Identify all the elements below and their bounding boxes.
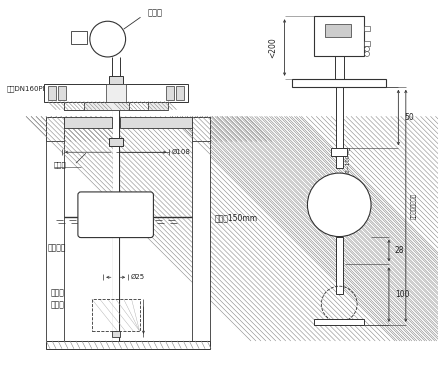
Bar — [128, 101, 148, 110]
Bar — [64, 101, 168, 110]
Bar — [335, 156, 342, 168]
Text: Ø108: Ø108 — [171, 149, 190, 155]
Text: Ø25: Ø25 — [130, 274, 145, 280]
Text: 142: 142 — [336, 197, 350, 209]
Bar — [64, 116, 111, 128]
Bar — [120, 116, 192, 128]
Bar — [92, 299, 139, 331]
Bar — [291, 79, 385, 87]
Bar — [363, 41, 369, 46]
Bar — [46, 341, 209, 349]
Bar — [192, 116, 209, 341]
Text: <200: <200 — [268, 37, 276, 58]
Circle shape — [90, 21, 125, 57]
Bar — [331, 148, 346, 156]
Circle shape — [364, 51, 369, 57]
Circle shape — [364, 47, 369, 51]
Bar — [46, 116, 64, 141]
Text: 28: 28 — [394, 246, 403, 255]
Text: 盲区（150mm: 盲区（150mm — [215, 213, 258, 222]
Bar — [166, 86, 174, 100]
Text: 磁性浮球: 磁性浮球 — [48, 243, 67, 252]
Bar — [109, 138, 122, 146]
Text: Ex.: Ex. — [102, 36, 113, 42]
Bar — [113, 110, 118, 341]
Text: 主导管: 主导管 — [51, 289, 65, 297]
Bar — [71, 31, 87, 44]
Bar — [111, 331, 120, 337]
Bar — [334, 56, 343, 79]
Text: 下档圈: 下档圈 — [51, 300, 65, 310]
Circle shape — [307, 173, 370, 237]
Bar — [46, 116, 64, 341]
Bar — [335, 237, 342, 294]
Bar — [176, 86, 184, 100]
Bar — [325, 24, 350, 37]
Bar — [335, 87, 342, 148]
Bar — [192, 116, 209, 141]
Text: 50: 50 — [403, 113, 413, 122]
Bar — [44, 84, 188, 101]
Bar — [58, 86, 66, 100]
Bar — [106, 84, 125, 101]
Bar — [314, 319, 363, 325]
Bar — [48, 86, 56, 100]
Bar — [109, 76, 122, 84]
Text: 实际最大安装长度: 实际最大安装长度 — [410, 193, 415, 219]
Text: 上档圈: 上档圈 — [54, 162, 67, 168]
Text: 0.0.0: 0.0.0 — [332, 28, 345, 33]
Text: 100: 100 — [394, 290, 409, 299]
Bar — [363, 26, 369, 31]
Text: 法兰DN160PN1.6: 法兰DN160PN1.6 — [6, 85, 59, 92]
FancyBboxPatch shape — [78, 192, 153, 238]
Text: Ø90: Ø90 — [104, 212, 117, 217]
Text: 测量L（0~100%）: 测量L（0~100%） — [345, 146, 350, 184]
Text: 接线盒: 接线盒 — [148, 9, 162, 18]
Bar — [64, 101, 84, 110]
Bar — [314, 16, 363, 56]
